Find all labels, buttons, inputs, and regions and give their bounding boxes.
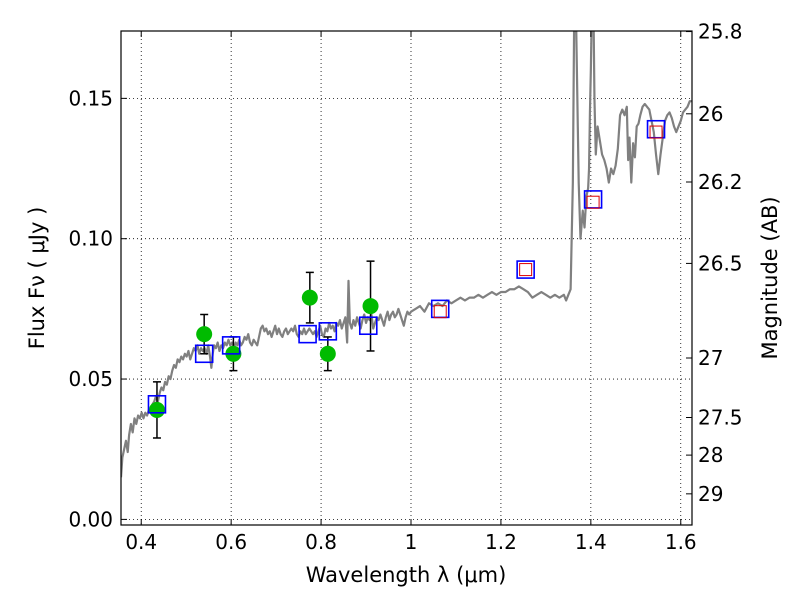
synthetic-photometry-square — [221, 336, 241, 355]
x-tick-label: 1 — [405, 530, 418, 554]
y-tick-label: 0.00 — [68, 507, 113, 531]
x-tick-label: 1.2 — [485, 530, 517, 554]
observed-photometry-point — [319, 345, 336, 362]
y2-axis-label: Magnitude (AB) — [758, 196, 782, 359]
plot-frame — [120, 30, 693, 526]
x-tick-label: 0.8 — [305, 530, 337, 554]
synthetic-photometry-square — [516, 260, 535, 279]
inner-red-square — [519, 263, 533, 277]
y2-tick-label: 26.5 — [698, 251, 743, 275]
observed-photometry-point — [148, 401, 165, 418]
y2-tick-label: 29 — [698, 482, 723, 506]
observed-photometry-point — [301, 289, 318, 306]
observed-photometry-point — [362, 298, 379, 315]
x-tick-label: 0.6 — [215, 530, 247, 554]
synthetic-photometry-square — [147, 395, 167, 414]
synthetic-photometry-square — [358, 316, 378, 336]
y2-tick-label: 26 — [698, 102, 723, 126]
model-spectrum-line — [121, 31, 692, 478]
y-tick-label: 0.15 — [68, 86, 113, 110]
axis-ticks: 0.4 0.6 0.8 1 1.2 1.4 1.6 0.00 0.05 0.10 0.15 25.8 2… — [68, 20, 742, 554]
observed-photometry-point — [196, 326, 213, 343]
y-axis-label: Flux Fν ( μJy ) — [25, 207, 49, 350]
inner-red-square — [433, 305, 447, 319]
x-tick-label: 0.4 — [125, 530, 157, 554]
y2-tick-label: 25.8 — [698, 20, 743, 44]
plot-area — [121, 31, 692, 478]
x-axis-label: Wavelength λ (μm) — [306, 563, 507, 587]
y2-tick-label: 26.2 — [698, 170, 743, 194]
plot-background — [121, 31, 692, 525]
x-tick-label: 1.4 — [575, 530, 607, 554]
y-tick-label: 0.05 — [68, 367, 113, 391]
y2-tick-label: 28 — [698, 443, 723, 467]
inner-red-square — [586, 195, 600, 209]
synthetic-photometry-square — [318, 322, 338, 341]
y-tick-label: 0.10 — [68, 227, 113, 251]
y2-tick-label: 27 — [698, 346, 723, 370]
inner-red-square — [649, 125, 663, 139]
x-tick-label: 1.6 — [665, 530, 697, 554]
synthetic-photometry-square — [298, 324, 317, 344]
y2-tick-label: 27.5 — [698, 405, 743, 429]
synthetic-photometry-square — [194, 344, 214, 364]
